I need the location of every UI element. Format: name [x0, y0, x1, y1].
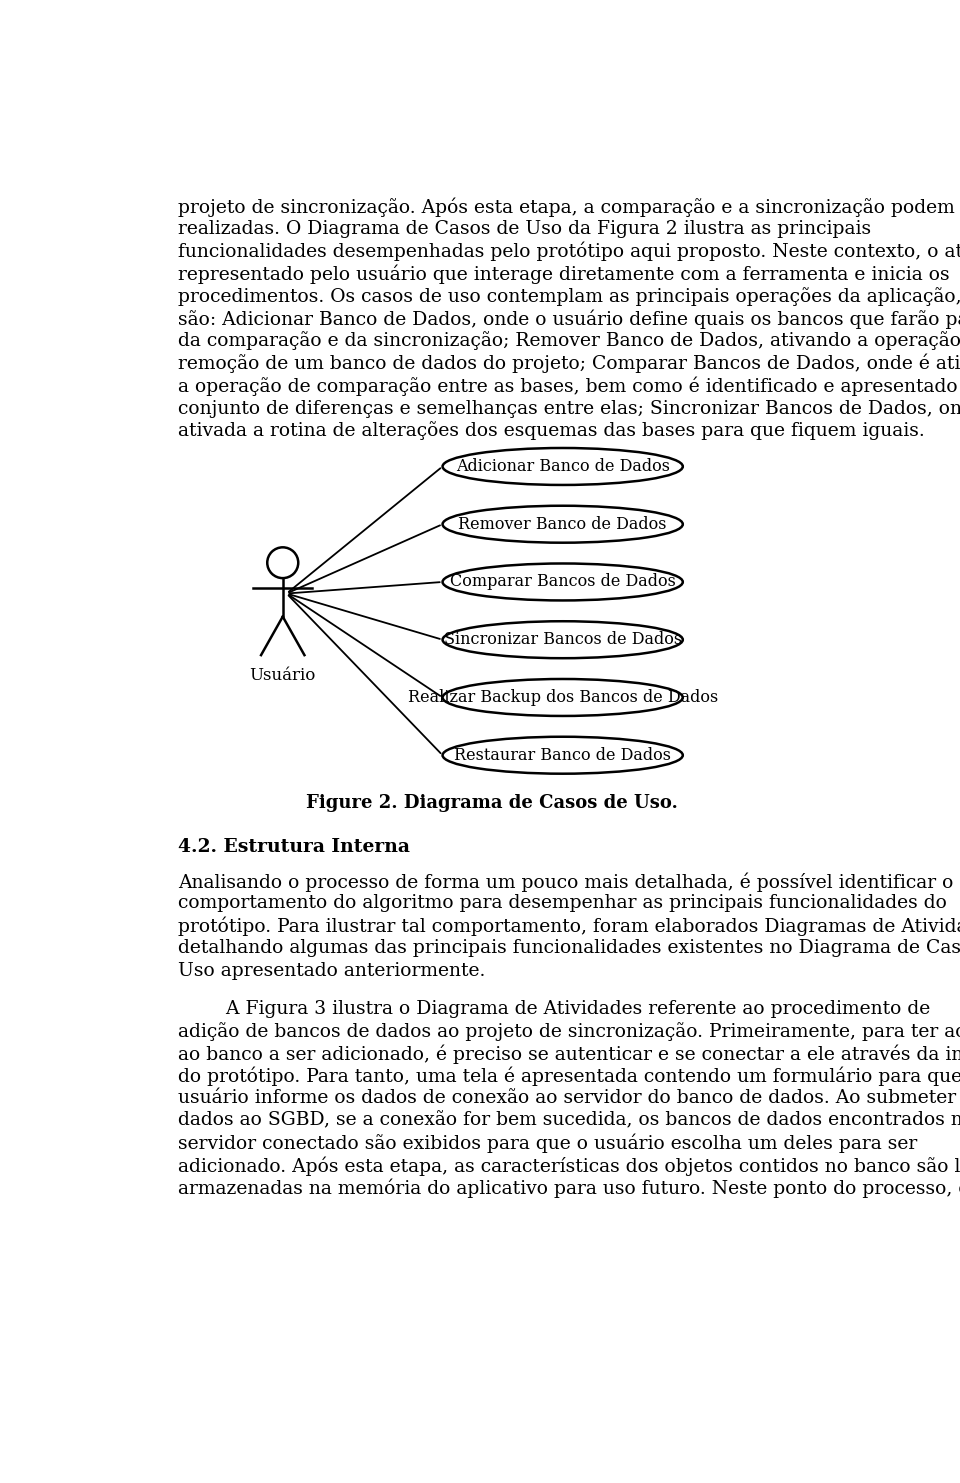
Text: Comparar Bancos de Dados: Comparar Bancos de Dados [449, 574, 676, 590]
Text: representado pelo usuário que interage diretamente com a ferramenta e inicia os: representado pelo usuário que interage d… [179, 264, 949, 283]
Text: Figure 2. Diagrama de Casos de Uso.: Figure 2. Diagrama de Casos de Uso. [306, 793, 678, 811]
Text: Usuário: Usuário [250, 667, 316, 684]
Text: adição de bancos de dados ao projeto de sincronização. Primeiramente, para ter a: adição de bancos de dados ao projeto de … [179, 1022, 960, 1041]
Text: detalhando algumas das principais funcionalidades existentes no Diagrama de Caso: detalhando algumas das principais funcio… [179, 939, 960, 957]
Text: projeto de sincronização. Após esta etapa, a comparação e a sincronização podem : projeto de sincronização. Após esta etap… [179, 197, 960, 217]
Text: a operação de comparação entre as bases, bem como é identificado e apresentado o: a operação de comparação entre as bases,… [179, 377, 960, 396]
Text: dados ao SGBD, se a conexão for bem sucedida, os bancos de dados encontrados no: dados ao SGBD, se a conexão for bem suce… [179, 1111, 960, 1130]
Text: são: Adicionar Banco de Dados, onde o usuário define quais os bancos que farão p: são: Adicionar Banco de Dados, onde o us… [179, 308, 960, 329]
Text: servidor conectado são exibidos para que o usuário escolha um deles para ser: servidor conectado são exibidos para que… [179, 1134, 918, 1154]
Text: comportamento do algoritmo para desempenhar as principais funcionalidades do: comportamento do algoritmo para desempen… [179, 894, 947, 912]
Text: Uso apresentado anteriormente.: Uso apresentado anteriormente. [179, 961, 486, 980]
Text: ativada a rotina de alterações dos esquemas das bases para que fiquem iguais.: ativada a rotina de alterações dos esque… [179, 421, 924, 440]
Text: Restaurar Banco de Dados: Restaurar Banco de Dados [454, 747, 671, 764]
Text: Adicionar Banco de Dados: Adicionar Banco de Dados [456, 458, 670, 475]
Text: realizadas. O Diagrama de Casos de Uso da Figura 2 ilustra as principais: realizadas. O Diagrama de Casos de Uso d… [179, 219, 872, 237]
Text: 4.2. Estrutura Interna: 4.2. Estrutura Interna [179, 838, 410, 857]
Text: adicionado. Após esta etapa, as características dos objetos contidos no banco sã: adicionado. Após esta etapa, as caracter… [179, 1157, 960, 1176]
Text: Analisando o processo de forma um pouco mais detalhada, é possível identificar o: Analisando o processo de forma um pouco … [179, 872, 953, 891]
Text: conjunto de diferenças e semelhanças entre elas; Sincronizar Bancos de Dados, on: conjunto de diferenças e semelhanças ent… [179, 399, 960, 418]
Text: procedimentos. Os casos de uso contemplam as principais operações da aplicação, : procedimentos. Os casos de uso contempla… [179, 286, 960, 305]
Text: Realizar Backup dos Bancos de Dados: Realizar Backup dos Bancos de Dados [408, 690, 718, 706]
Text: remoção de um banco de dados do projeto; Comparar Bancos de Dados, onde é ativad: remoção de um banco de dados do projeto;… [179, 354, 960, 374]
Text: do protótipo. Para tanto, uma tela é apresentada contendo um formulário para que: do protótipo. Para tanto, uma tela é apr… [179, 1066, 960, 1086]
Text: Remover Banco de Dados: Remover Banco de Dados [459, 516, 667, 532]
Text: Sincronizar Bancos de Dados: Sincronizar Bancos de Dados [444, 632, 682, 648]
Text: armazenadas na memória do aplicativo para uso futuro. Neste ponto do processo, é: armazenadas na memória do aplicativo par… [179, 1179, 960, 1198]
Text: A Figura 3 ilustra o Diagrama de Atividades referente ao procedimento de: A Figura 3 ilustra o Diagrama de Ativida… [179, 1000, 930, 1017]
Text: protótipo. Para ilustrar tal comportamento, foram elaborados Diagramas de Ativid: protótipo. Para ilustrar tal comportamen… [179, 916, 960, 936]
Text: usuário informe os dados de conexão ao servidor do banco de dados. Ao submeter t: usuário informe os dados de conexão ao s… [179, 1089, 960, 1108]
Text: funcionalidades desempenhadas pelo protótipo aqui proposto. Neste contexto, o at: funcionalidades desempenhadas pelo protó… [179, 242, 960, 261]
Text: ao banco a ser adicionado, é preciso se autenticar e se conectar a ele através d: ao banco a ser adicionado, é preciso se … [179, 1044, 960, 1063]
Text: da comparação e da sincronização; Remover Banco de Dados, ativando a operação de: da comparação e da sincronização; Remove… [179, 332, 960, 350]
